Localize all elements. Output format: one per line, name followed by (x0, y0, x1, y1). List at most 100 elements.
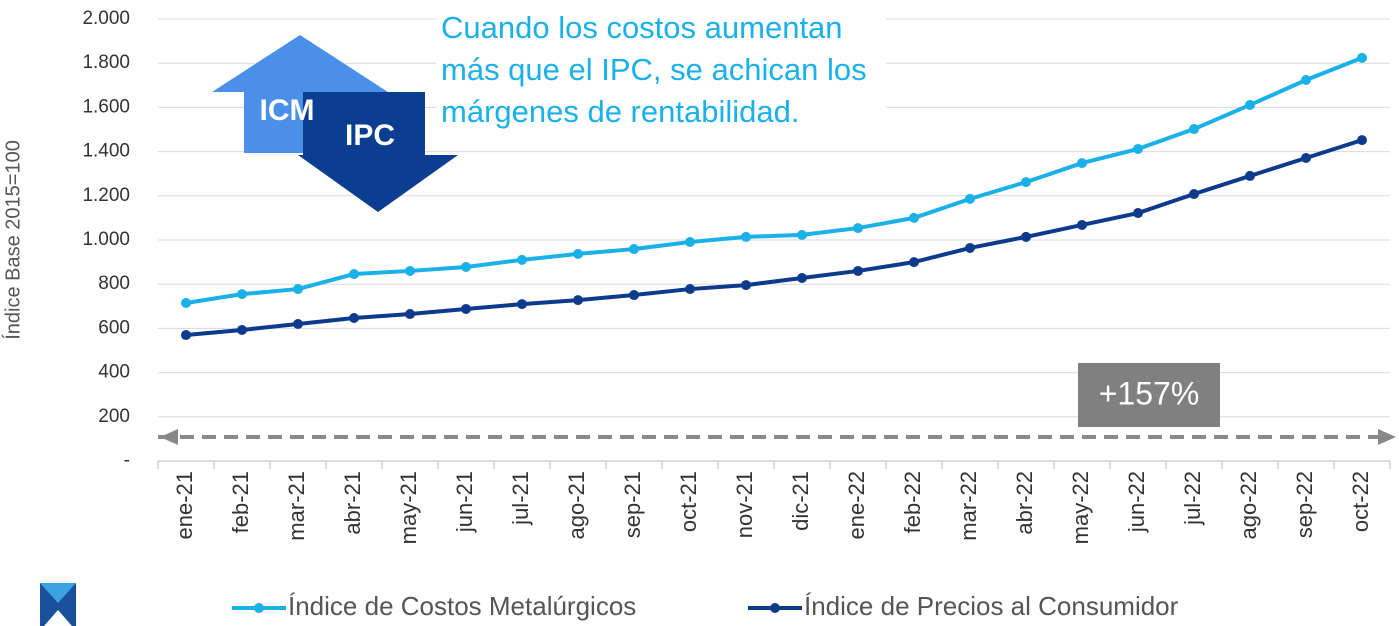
x-tick-label: sep-21 (620, 471, 645, 538)
x-tick-label: ago-22 (1236, 471, 1261, 540)
point (181, 330, 191, 341)
x-tick-label: jul-21 (508, 471, 533, 526)
point (349, 313, 359, 324)
point (405, 265, 415, 276)
point (909, 212, 919, 223)
y-axis-label: Índice Base 2015=100 (1, 140, 24, 340)
point (1245, 170, 1255, 181)
annotation: Cuando los costos aumentan más que el IPC… (441, 10, 867, 129)
y-tick-label: 1.600 (82, 96, 130, 117)
point (349, 269, 359, 280)
point (741, 231, 751, 242)
y-tick-label: 1.000 (82, 229, 130, 250)
icon-label: IPC (345, 119, 395, 152)
point (629, 244, 639, 255)
point (573, 295, 583, 306)
x-tick-label: abr-22 (1012, 471, 1037, 535)
x-tick-label: ago-21 (564, 471, 589, 540)
point (1133, 208, 1143, 219)
arrow-head (1378, 429, 1396, 445)
point (517, 299, 527, 310)
arrow-head (160, 429, 178, 445)
point (685, 236, 695, 247)
y-tick-label: 1.400 (82, 141, 130, 162)
logo (44, 610, 72, 626)
legend-marker (254, 603, 264, 613)
x-tick-label: mar-22 (956, 471, 981, 541)
logo (40, 583, 76, 626)
point (293, 318, 303, 329)
down-arrow (298, 92, 458, 212)
x-tick-label: abr-21 (340, 471, 365, 535)
annotation-line: Cuando los costos aumentan (441, 10, 843, 45)
point (573, 248, 583, 259)
point (237, 324, 247, 335)
y-tick-label: 600 (98, 317, 130, 338)
y-tick-label: 200 (98, 406, 130, 427)
x-tick-label: mar-21 (284, 471, 309, 541)
point (181, 297, 191, 308)
y-tick-label: 400 (98, 362, 130, 383)
badge-box (1078, 363, 1220, 427)
point (293, 284, 303, 295)
point (685, 284, 695, 295)
x-tick-label: feb-22 (900, 471, 925, 533)
y-tick-label: - (124, 450, 130, 471)
x-tick-label: jun-22 (1124, 471, 1149, 533)
annotation-line: márgenes de rentabilidad. (441, 94, 799, 129)
x-tick-label: dic-21 (788, 471, 813, 531)
y-tick-label: 1.800 (82, 52, 130, 73)
x-tick-label: ene-22 (844, 471, 869, 540)
point (1357, 52, 1367, 63)
point (965, 193, 975, 204)
x-tick-label: nov-21 (732, 471, 757, 538)
point (1189, 124, 1199, 135)
point (797, 229, 807, 240)
point (1301, 74, 1311, 85)
point (1357, 135, 1367, 146)
point (237, 289, 247, 300)
point (853, 265, 863, 276)
y-tick-label: 800 (98, 273, 130, 294)
point (1077, 158, 1087, 169)
x-tick-label: jun-21 (452, 471, 477, 533)
point (1021, 177, 1031, 188)
icon-label: ICM (260, 94, 315, 127)
point (1021, 231, 1031, 242)
point (405, 309, 415, 320)
legend-marker (770, 603, 780, 613)
point (1245, 99, 1255, 110)
annotation-bg (436, 8, 886, 138)
point (1133, 143, 1143, 154)
x-tick-label: feb-21 (228, 471, 253, 533)
x-tick-label: may-21 (396, 471, 421, 544)
x-tick-label: sep-22 (1292, 471, 1317, 538)
annotation-line: más que el IPC, se achican los (441, 52, 867, 87)
point (461, 303, 471, 314)
legend-label: Índice de Precios al Consumidor (804, 591, 1179, 621)
point (1301, 153, 1311, 164)
series-line (185, 56, 1363, 305)
point (909, 257, 919, 268)
legend-label: Índice de Costos Metalúrgicos (288, 591, 636, 621)
x-tick-label: jul-22 (1180, 471, 1205, 526)
point (965, 242, 975, 253)
series-line (185, 138, 1363, 338)
point (853, 223, 863, 234)
badge-text: +157% (1099, 375, 1200, 411)
logo (40, 583, 76, 603)
point (517, 254, 527, 265)
y-tick-label: 1.200 (82, 185, 130, 206)
point (1077, 219, 1087, 230)
point (629, 290, 639, 301)
x-tick-label: oct-22 (1348, 471, 1373, 532)
point (797, 273, 807, 284)
x-tick-label: may-22 (1068, 471, 1093, 544)
y-tick-label: 2.000 (82, 8, 130, 29)
x-tick-label: oct-21 (676, 471, 701, 532)
plot (181, 52, 1367, 341)
x-tick-label: ene-21 (172, 471, 197, 540)
point (1189, 189, 1199, 200)
point (461, 261, 471, 272)
